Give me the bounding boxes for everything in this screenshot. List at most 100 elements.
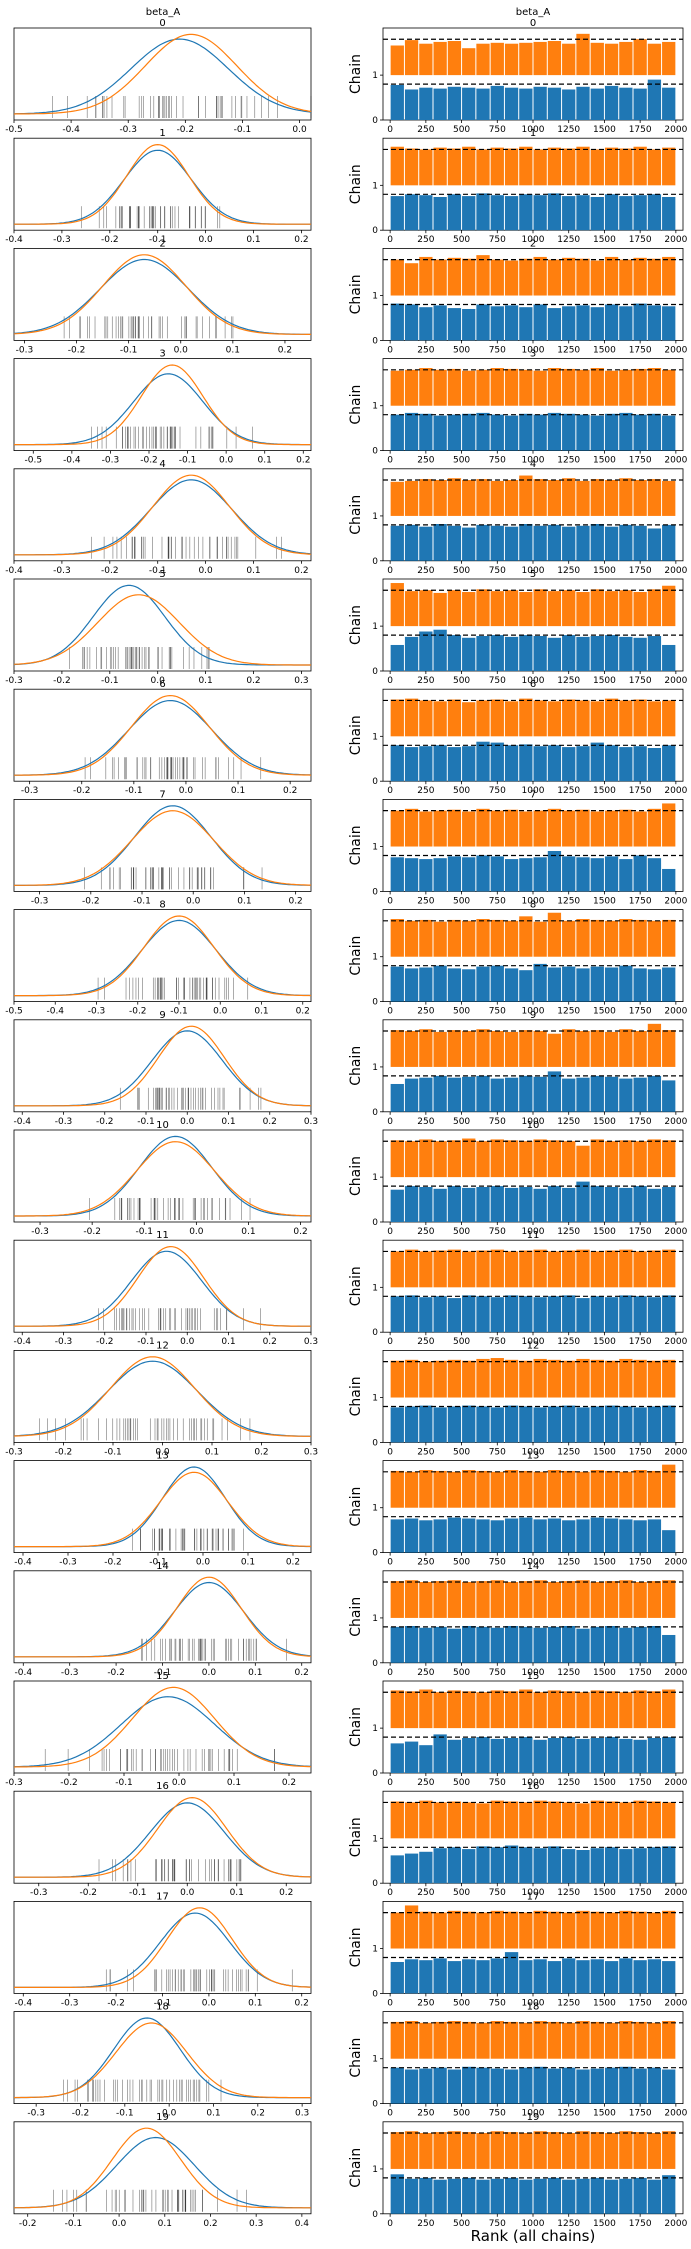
rank-bar-chain-1	[404, 2131, 419, 2169]
rank-bar-chain-0	[433, 1407, 447, 1443]
rank-bar-chain-1	[447, 590, 462, 627]
rank-bar-chain-1	[390, 699, 404, 737]
density-x-tick-label: 0.0	[292, 125, 307, 135]
rank-bar-chain-0	[547, 1296, 562, 1333]
rank-x-tick-label: 750	[489, 345, 506, 355]
rank-bar-chain-1	[404, 1359, 419, 1398]
rank-bar-chain-1	[504, 1911, 519, 1949]
rank-bar-chain-1	[590, 1582, 604, 1618]
rank-bar-chain-0	[390, 966, 404, 1002]
rank-bar-chain-1	[419, 1139, 433, 1178]
rank-bar-chain-1	[562, 1691, 576, 1729]
rank-bar-chain-1	[504, 920, 519, 957]
density-x-tick-label: -0.2	[101, 235, 119, 245]
rank-bar-chain-0	[462, 1405, 476, 1443]
rank-bar-chain-1	[662, 2131, 676, 2169]
rank-y-tick-label: 1	[372, 2055, 378, 2065]
rank-bar-chain-0	[590, 1406, 604, 1443]
rank-bar-chain-0	[533, 525, 547, 561]
rank-bar-chain-1	[519, 42, 533, 76]
rank-bar-chain-0	[647, 1188, 662, 1222]
panel-row-18: -0.3 -0.2 -0.1 0.0 0.1 0.2 0.3 18 0 250 500 750 1000…	[13, 2002, 688, 2119]
rank-bar-chain-0	[547, 2177, 562, 2214]
density-x-tick-label: 0.1	[248, 1998, 262, 2008]
rank-bar-chain-0	[519, 2179, 533, 2214]
rank-x-tick-label: 250	[417, 786, 434, 796]
density-curve-chain-0	[14, 1250, 311, 1327]
density-curve-chain-1	[14, 364, 311, 446]
rank-x-tick-label: 250	[417, 2219, 434, 2229]
rank-bar-chain-1	[576, 258, 590, 296]
rank-bar-chain-1	[447, 148, 462, 186]
rank-x-tick-label: 1500	[593, 566, 616, 576]
rank-bar-chain-0	[419, 1186, 433, 1222]
rank-bar-chain-0	[419, 413, 433, 451]
rank-bar-chain-0	[447, 414, 462, 451]
rank-x-tick-label: 2000	[664, 1998, 687, 2008]
rank-bar-chain-0	[619, 1738, 633, 1773]
panel-row-3: -0.5 -0.4 -0.3 -0.2 -0.1 0.0 0.1 0.2 3 0 250 500 750…	[13, 349, 688, 466]
rank-bar-chain-1	[662, 803, 676, 847]
rank-x-tick-label: 1750	[629, 2109, 652, 2119]
rank-bar-chain-1	[547, 701, 562, 737]
rank-bar-chain-0	[462, 1295, 476, 1333]
rank-bar-chain-0	[533, 1407, 547, 1443]
rank-bar-chain-1	[547, 2132, 562, 2169]
density-axes-frame	[13, 1019, 312, 1113]
rank-bar-chain-1	[476, 1141, 490, 1178]
density-x-tick-label: 0.3	[304, 1117, 318, 1127]
rank-bar-chain-1	[562, 2133, 576, 2169]
rank-bar-chain-1	[647, 1470, 662, 1508]
rank-bar-chain-1	[604, 1801, 619, 1839]
density-curve-chain-0	[14, 149, 311, 225]
rank-x-tick-label: 0	[387, 1007, 393, 1017]
rank-bar-chain-0	[662, 1295, 676, 1333]
density-panel-index: 18	[156, 2002, 169, 2013]
rank-bar-chain-1	[390, 1470, 404, 1508]
rank-bar-chain-1	[490, 1031, 504, 1067]
rank-bar-chain-0	[633, 855, 647, 892]
rank-bar-chain-1	[433, 259, 447, 296]
rank-x-tick-label: 2000	[664, 566, 687, 576]
rank-bar-chain-0	[519, 88, 533, 120]
rank-bar-chain-1	[476, 1470, 490, 1508]
rank-bar-chain-1	[604, 480, 619, 516]
rank-x-tick-label: 0	[387, 1888, 393, 1898]
rank-bar-chain-1	[533, 700, 547, 737]
rank-y-tick-label: 1	[372, 71, 378, 81]
rank-panel-index: 16	[527, 1781, 540, 1792]
rank-bar-chain-1	[519, 2133, 533, 2169]
density-axes-frame	[13, 799, 312, 892]
rank-bar-chain-0	[619, 196, 633, 231]
rank-bar-chain-0	[619, 636, 633, 671]
rank-bar-chain-1	[533, 2131, 547, 2169]
density-x-tick-label: 0.1	[221, 1117, 235, 1127]
rank-bar-chain-1	[404, 1249, 419, 1288]
rank-bar-chain-1	[476, 1581, 490, 1618]
panel-row-7: -0.3 -0.2 -0.1 0.0 0.1 0.270 250 500 750 1000 1250…	[13, 789, 688, 906]
rank-x-tick-label: 750	[489, 786, 506, 796]
rank-bar-chain-1	[433, 1692, 447, 1729]
rank-bar-chain-0	[504, 1626, 519, 1663]
rank-bar-chain-1	[419, 2133, 433, 2169]
rank-bar-chain-1	[590, 1690, 604, 1729]
rank-bar-chain-1	[619, 1249, 633, 1288]
density-x-tick-label: -0.2	[129, 1007, 147, 1017]
rank-bar-chain-0	[390, 1855, 404, 1884]
rank-x-tick-label: 750	[489, 1998, 506, 2008]
density-curve-chain-1	[13, 33, 312, 115]
rank-bar-chain-1	[576, 700, 590, 737]
rank-bar-chain-0	[647, 413, 662, 451]
rank-bar-chain-0	[419, 526, 433, 561]
rank-x-tick-label: 1000	[522, 1888, 545, 1898]
rank-bar-chain-0	[662, 1080, 676, 1112]
rank-bar-chain-1	[619, 809, 633, 847]
rank-y-tick-label: 0	[372, 226, 378, 236]
density-curve-chain-0	[14, 1802, 312, 1878]
rank-bar-chain-0	[533, 1188, 547, 1222]
rank-bar-chain-0	[504, 526, 519, 561]
rank-bar-chain-1	[519, 369, 533, 406]
rank-bar-chain-0	[419, 307, 433, 341]
rank-x-tick-label: 1500	[593, 896, 616, 906]
rank-bar-chain-1	[619, 2131, 633, 2169]
